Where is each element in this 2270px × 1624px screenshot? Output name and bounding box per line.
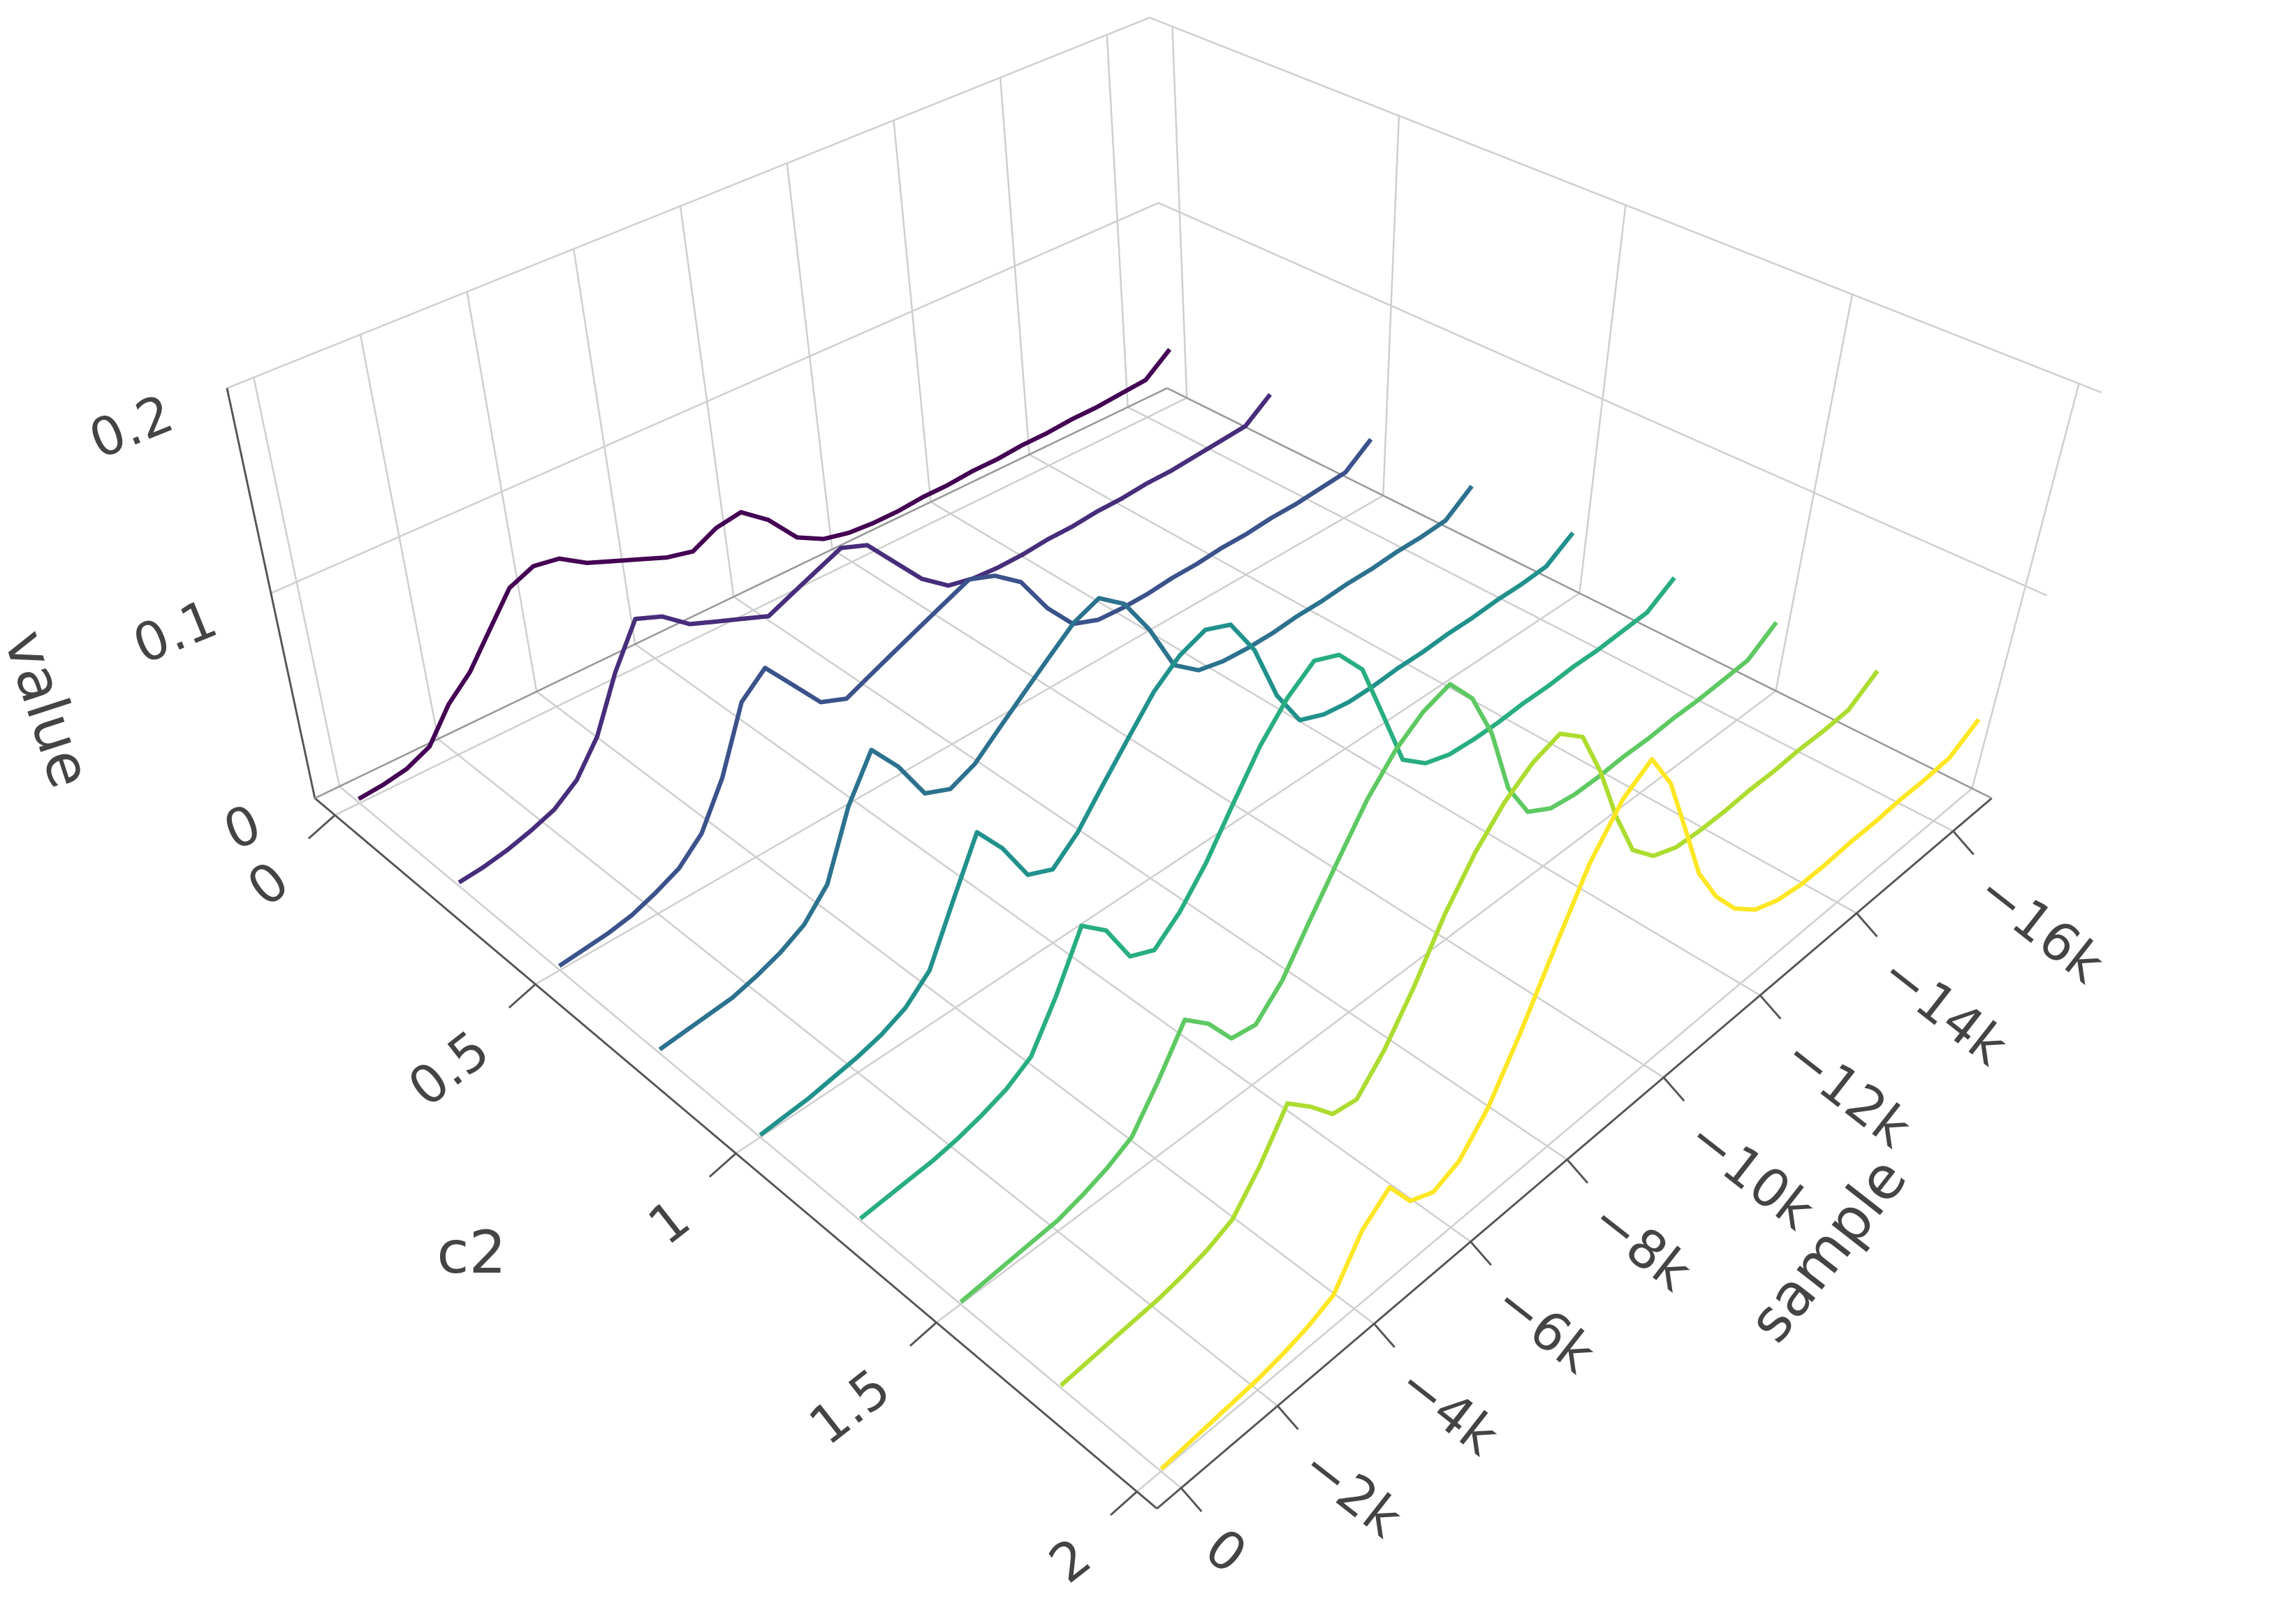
y-axis-title: c2: [437, 1218, 506, 1287]
x-tick-label: −16k: [1966, 859, 2116, 995]
axis-line: [1166, 387, 1993, 799]
y-tick-label: 2: [1038, 1526, 1102, 1595]
y-tick-label: 0.5: [397, 1018, 501, 1118]
x-tick-label: −10k: [1676, 1106, 1826, 1242]
z-axis-title: value: [0, 622, 105, 796]
series-line: [357, 348, 1172, 801]
tick-mark: [909, 1322, 937, 1347]
x-tick-label: −8k: [1580, 1188, 1704, 1303]
series-line: [658, 485, 1474, 1051]
x-tick-label: −12k: [1773, 1024, 1922, 1160]
series-line: [759, 531, 1575, 1137]
label-layer: 0 −2k−4k−6k−8k−10k−12k−14k−16k 0 0.5 1 1.5 2 0 0…: [80, 383, 2115, 1595]
grid-line: [1149, 17, 2102, 394]
tick-mark: [1952, 830, 1975, 856]
tick-mark: [1180, 1487, 1203, 1512]
grid-line: [1158, 202, 2047, 597]
series-line: [457, 393, 1273, 885]
grid-line: [735, 592, 1581, 1155]
tick-mark: [1373, 1323, 1396, 1348]
tick-mark: [1110, 1491, 1138, 1516]
series-line: [558, 437, 1373, 968]
grid-line: [534, 495, 1384, 986]
series-layer: [357, 348, 1981, 1471]
series-line: [1059, 669, 1880, 1387]
tick-mark: [1662, 1076, 1685, 1102]
grid-line: [226, 17, 1150, 389]
tick-mark: [1856, 912, 1878, 937]
grid-line: [935, 690, 1777, 1324]
tick-mark: [307, 814, 336, 840]
tick-mark: [508, 983, 536, 1009]
series-line: [1159, 718, 1981, 1471]
x-tick-label: −2k: [1290, 1434, 1414, 1549]
y-tick-label: 0: [236, 849, 300, 919]
axis-line: [1156, 797, 1993, 1509]
z-tick-label: 0: [215, 793, 269, 863]
grid-line: [334, 397, 1187, 817]
grid-line: [1136, 787, 1973, 1493]
series-line: [959, 621, 1778, 1304]
grid-line: [270, 202, 1159, 594]
series-line: [858, 576, 1676, 1221]
tick-mark: [1566, 1159, 1589, 1184]
y-tick-label: 1.5: [798, 1356, 902, 1456]
tick-mark: [708, 1153, 737, 1178]
tick-mark: [1277, 1405, 1299, 1431]
axis-line: [226, 388, 316, 799]
tick-mark: [1470, 1241, 1492, 1266]
axis-line: [314, 387, 1168, 799]
axis-line: [314, 797, 1158, 1509]
x-tick-label: −14k: [1869, 942, 2019, 1078]
x-tick-label: 0: [1194, 1516, 1258, 1586]
z-tick-label: 0.1: [124, 587, 225, 676]
x-tick-label: −4k: [1387, 1352, 1511, 1468]
tick-mark: [1759, 994, 1782, 1020]
x-tick-label: −6k: [1484, 1270, 1607, 1385]
y-tick-label: 1: [637, 1187, 701, 1257]
z-tick-label: 0.2: [80, 383, 181, 471]
